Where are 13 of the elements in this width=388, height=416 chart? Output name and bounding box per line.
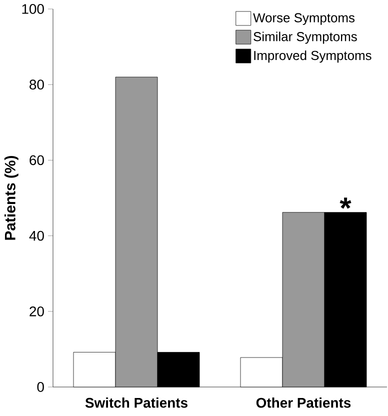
y-axis-title: Patients (%) (4, 156, 18, 240)
y-tick-label: 0 (37, 382, 44, 392)
x-tick-label: Other Patients (256, 398, 351, 408)
y-tick-label: 100 (22, 4, 44, 14)
annotation: * (340, 198, 352, 209)
y-tick-label: 40 (29, 230, 44, 241)
y-tick-label: 20 (30, 306, 44, 316)
legend-label: Similar Symptoms (254, 32, 357, 44)
legend-label: Improved Symptoms (254, 50, 372, 63)
legend-label: Worse Symptoms (253, 13, 355, 25)
y-tick-label: 80 (30, 80, 44, 90)
y-tick-label: 60 (30, 155, 44, 166)
x-tick-label: Switch Patients (85, 398, 188, 408)
